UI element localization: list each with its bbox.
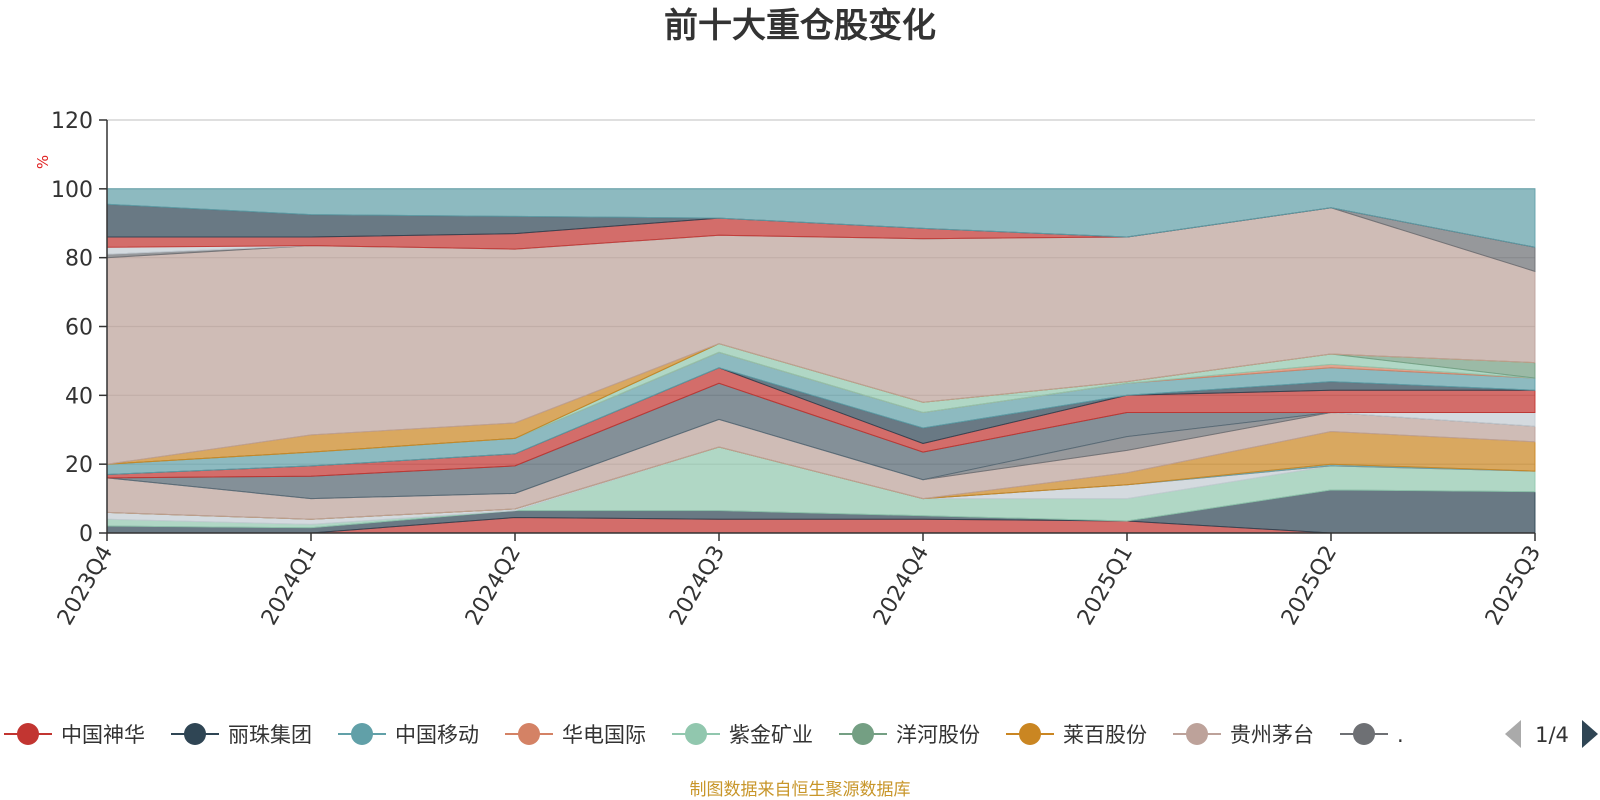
x-tick-label: 2025Q3 bbox=[1481, 542, 1546, 630]
legend-item-6[interactable]: 莱百股份 bbox=[1006, 723, 1147, 747]
legend-item-4[interactable]: 紫金矿业 bbox=[672, 723, 813, 747]
legend-item-0[interactable]: 中国神华 bbox=[4, 723, 145, 747]
legend-label: 洋河股份 bbox=[896, 723, 980, 747]
legend-prev-icon[interactable] bbox=[1505, 720, 1521, 748]
x-tick-label: 2025Q2 bbox=[1277, 542, 1342, 630]
legend-item-5[interactable]: 洋河股份 bbox=[839, 723, 980, 747]
y-tick-label: 100 bbox=[51, 178, 93, 203]
y-unit-label: % bbox=[34, 155, 52, 169]
y-tick-label: 80 bbox=[65, 247, 93, 272]
area-series-group bbox=[106, 188, 1536, 534]
legend-marker bbox=[1186, 723, 1208, 745]
x-tick-label: 2024Q1 bbox=[257, 542, 322, 630]
legend-marker bbox=[1353, 723, 1375, 745]
legend-label: 紫金矿业 bbox=[729, 723, 813, 747]
legend-label: 中国移动 bbox=[395, 723, 479, 747]
legend-item-7[interactable]: 贵州茅台 bbox=[1173, 723, 1314, 747]
legend-marker bbox=[518, 723, 540, 745]
legend-page-indicator: 1/4 bbox=[1535, 723, 1569, 747]
legend-marker bbox=[1019, 723, 1041, 745]
chart-title: 前十大重仓股变化 bbox=[664, 6, 936, 46]
legend-label: 华电国际 bbox=[562, 723, 646, 747]
legend-label: . bbox=[1397, 723, 1404, 747]
x-tick-label: 2023Q4 bbox=[53, 542, 118, 630]
legend-marker bbox=[852, 723, 874, 745]
legend-next-icon[interactable] bbox=[1582, 720, 1598, 748]
x-tick-label: 2024Q4 bbox=[869, 542, 934, 630]
y-tick-label: 20 bbox=[65, 453, 93, 478]
legend-label: 莱百股份 bbox=[1063, 723, 1147, 747]
legend-marker bbox=[351, 723, 373, 745]
legend-label: 丽珠集团 bbox=[228, 723, 312, 747]
legend-item-3[interactable]: 华电国际 bbox=[505, 723, 646, 747]
legend-marker bbox=[685, 723, 707, 745]
legend-item-8[interactable]: . bbox=[1340, 723, 1404, 747]
area-band-23 bbox=[106, 188, 1536, 248]
legend: 中国神华 丽珠集团 中国移动 华电国际 紫金矿业 洋河股份 莱百股份 贵州茅台. 1/4 bbox=[4, 720, 1598, 748]
x-tick-label: 2024Q3 bbox=[665, 542, 730, 630]
x-tick-label: 2024Q2 bbox=[461, 542, 526, 630]
y-tick-label: 120 bbox=[51, 109, 93, 134]
y-tick-label: 60 bbox=[65, 316, 93, 341]
x-tick-label: 2025Q1 bbox=[1073, 542, 1138, 630]
legend-marker bbox=[184, 723, 206, 745]
y-tick-label: 0 bbox=[79, 522, 93, 547]
legend-marker bbox=[17, 723, 39, 745]
legend-item-1[interactable]: 丽珠集团 bbox=[171, 723, 312, 747]
legend-item-2[interactable]: 中国移动 bbox=[338, 723, 479, 747]
legend-label: 贵州茅台 bbox=[1230, 723, 1314, 747]
data-source-note: 制图数据来自恒生聚源数据库 bbox=[690, 780, 911, 800]
y-tick-label: 40 bbox=[65, 384, 93, 409]
legend-label: 中国神华 bbox=[61, 723, 145, 747]
